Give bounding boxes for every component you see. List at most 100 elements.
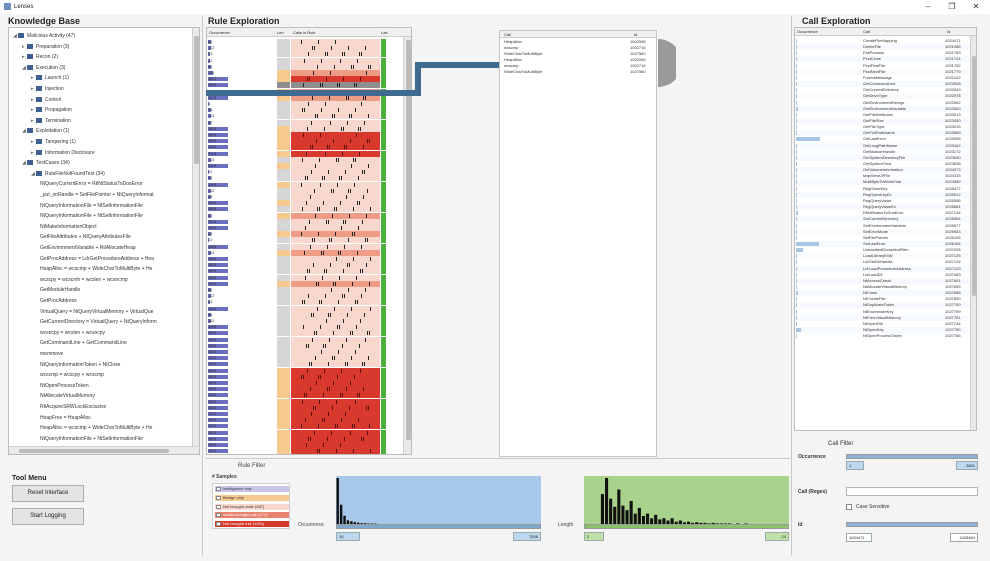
legend-checkbox[interactable] <box>216 487 221 491</box>
rule-row[interactable]: 3801 <box>207 435 411 442</box>
tree-node[interactable]: ▸ Recon (2) <box>22 52 58 63</box>
call-row[interactable]: GetLastError 1023098 <box>795 136 970 142</box>
call-row[interactable]: MapViewOfFile 1024315 <box>795 173 970 179</box>
collapse-arrow-icon[interactable]: ◢ <box>13 33 17 39</box>
tree-node[interactable]: GetEnvironmentVariable + RtlAllocateHeap <box>40 243 136 254</box>
length-min-value[interactable]: 2 <box>584 532 604 541</box>
tree-node[interactable]: GetFileAttributes + NtQueryAttributesFil… <box>40 232 131 243</box>
rule-row[interactable]: 116 <box>207 70 411 76</box>
tree-node[interactable]: wcscmp = wcscpy + wcscmp <box>40 370 104 381</box>
call-id-slider[interactable] <box>846 522 978 527</box>
occurrence-max-value[interactable]: 7538 <box>513 532 541 541</box>
tree-node[interactable]: NtAllocateVirtualMemory <box>40 391 95 402</box>
call-col-header[interactable]: Call <box>504 32 511 37</box>
tree-node[interactable]: HeapFree = HeapAlloc <box>40 413 91 424</box>
legend-item[interactable]: Not brought rule (1001) <box>215 521 289 528</box>
rule-row[interactable]: 3801 <box>207 256 411 262</box>
call-row[interactable]: GetEnvironmentStrings 1022962 <box>795 100 970 106</box>
rule-row[interactable]: 112 <box>207 45 411 52</box>
tree-node[interactable]: GetCurrentDirectory = VirtualQuery + NtQ… <box>40 317 157 328</box>
rule-row[interactable]: 113 <box>207 113 411 120</box>
selected-rule-calls[interactable]: Call Id HeapAlloc 1002596 wcscmp 1002716 Wid… <box>499 30 657 457</box>
tree-node[interactable]: NtQueryInformationFile = NtSetInformatio… <box>40 201 143 212</box>
rule-row[interactable]: 112 <box>207 187 411 194</box>
call-row[interactable]: LdrLoadProcedureAddress 1027129 <box>795 265 970 272</box>
knowledge-base-tree[interactable]: ◢ Malicious Activity (47) ▸ Preparation (3)… <box>8 27 200 455</box>
legend-checkbox[interactable] <box>216 495 221 500</box>
tree-node[interactable]: ▸ Termination <box>31 116 71 127</box>
call-row[interactable]: NtAccessCheck 1027601 <box>795 277 970 284</box>
tree-node[interactable]: ◢ RuleFileNotFoundTest (34) <box>31 169 105 180</box>
expand-arrow-icon[interactable]: ▸ <box>31 75 34 82</box>
call-row[interactable]: GetSystemDirectoryFile 1023630 <box>795 154 970 161</box>
tree-node[interactable]: NtQueryCurrentError = RtlNtStatusToDosEr… <box>40 179 143 190</box>
call-row[interactable]: NtOpenProcessToken 1027765 <box>795 333 970 339</box>
call-name-header[interactable]: Call <box>863 29 870 34</box>
selected-call-row[interactable]: wcscmp 1002716 <box>500 45 656 51</box>
collapse-arrow-icon[interactable]: ◢ <box>22 64 26 71</box>
tree-node[interactable]: NtOpenProcessToken <box>40 381 89 392</box>
call-row[interactable]: SetCurrentDirectory 1025954 <box>795 216 970 223</box>
call-id-max[interactable]: 1028464 <box>950 533 978 542</box>
rule-row[interactable]: 3801 <box>207 138 411 145</box>
splitter-right[interactable] <box>791 16 792 556</box>
call-row[interactable]: NtClose 1027668 <box>795 290 970 297</box>
length-column-header[interactable]: Len <box>277 30 284 35</box>
rule-row[interactable]: 32 <box>207 57 411 64</box>
tree-node[interactable]: VirtualQuery = NtQueryVirtualMemory + Vi… <box>40 307 153 318</box>
rule-row[interactable]: 3801 <box>207 243 411 250</box>
call-row[interactable]: GetLongPathName 1023162 <box>795 142 970 149</box>
tree-node[interactable]: ▸ Tampering (1) <box>31 137 76 148</box>
kb-hscroll-thumb[interactable] <box>19 449 169 453</box>
tree-node[interactable]: ◢ Exploitation (1) <box>22 126 69 137</box>
rule-row[interactable]: 57 <box>207 119 411 126</box>
call-row[interactable]: GetEnvironmentVariable 1023063 <box>795 105 970 112</box>
rule-row[interactable]: 112 <box>207 318 411 324</box>
reset-interface-button[interactable]: Reset Interface <box>12 485 84 502</box>
tree-node[interactable]: ▸ Control <box>31 95 61 106</box>
call-row[interactable]: FormatMessage 1022102 <box>795 75 970 81</box>
legend-item[interactable]: Invalid brought rule (271) <box>215 512 289 519</box>
splitter-bottom[interactable] <box>206 458 790 459</box>
call-row[interactable]: DeleteFile 1021086 <box>795 44 970 51</box>
call-row[interactable]: GetVolumeInformation 1024073 <box>795 167 970 174</box>
selected-call-row[interactable]: HeapAlloc 1002596 <box>500 39 656 45</box>
rule-row[interactable]: 84 <box>207 231 411 238</box>
tree-node[interactable]: GetCommandLine + GetCommandLine <box>40 338 127 349</box>
rule-row[interactable]: 84 <box>207 311 411 318</box>
tree-node[interactable]: ◢ TestCases (34) <box>22 158 70 169</box>
rule-row[interactable]: 3801 <box>207 324 411 331</box>
rule-vertical-scrollbar[interactable] <box>403 37 411 454</box>
rule-row[interactable]: 3801 <box>207 206 411 213</box>
call-id-min[interactable]: 1024471 <box>846 533 872 542</box>
kb-horizontal-scrollbar[interactable] <box>9 446 199 454</box>
rule-row[interactable]: 3801 <box>207 454 412 455</box>
call-row[interactable]: RegOpenKeyEx 1025512 <box>795 191 970 198</box>
call-occurrence-max[interactable]: 3801 <box>956 461 978 470</box>
legend-checkbox[interactable] <box>216 504 221 509</box>
tree-node[interactable]: NtQueryInformationToken + NtClose <box>40 360 120 371</box>
tree-node[interactable]: ▸ Launch (1) <box>31 73 69 84</box>
collapse-handle[interactable] <box>658 39 676 87</box>
rule-row[interactable]: 3801 <box>207 144 411 151</box>
tree-node[interactable]: ◢ Malicious Activity (47) <box>13 31 75 42</box>
call-row[interactable]: CreateFileMapping 1024471 <box>795 38 970 44</box>
expand-arrow-icon[interactable]: ▸ <box>31 139 34 145</box>
rule-row[interactable]: 114 <box>207 249 411 256</box>
occurrence-min-value[interactable]: 10 <box>336 532 360 541</box>
rule-row[interactable]: 83 <box>207 194 411 200</box>
call-occurrence-header[interactable]: Occurrence <box>797 29 818 34</box>
rule-row[interactable]: 84 <box>207 175 411 182</box>
rule-row[interactable]: 22 <box>207 169 411 176</box>
call-row[interactable]: RtlNtStatusToDosError 1027144 <box>795 210 970 216</box>
length-histogram[interactable] <box>584 476 789 524</box>
length-max-value[interactable]: 24 <box>765 532 789 541</box>
call-row[interactable]: NtAllocateVirtualMemory 1027655 <box>795 284 970 290</box>
rule-row[interactable]: 84 <box>207 212 411 219</box>
tree-node[interactable]: ◢ Execution (3) <box>22 63 65 74</box>
call-vertical-scrollbar[interactable] <box>970 36 976 430</box>
rule-row[interactable]: 3801 <box>207 330 411 337</box>
tree-node[interactable]: HeapAlloc = wcscmp + WideCharToMultiByte… <box>40 264 152 275</box>
maximize-button[interactable]: ❐ <box>948 2 956 11</box>
call-row[interactable]: GetModuleHandle 1023172 <box>795 149 970 155</box>
